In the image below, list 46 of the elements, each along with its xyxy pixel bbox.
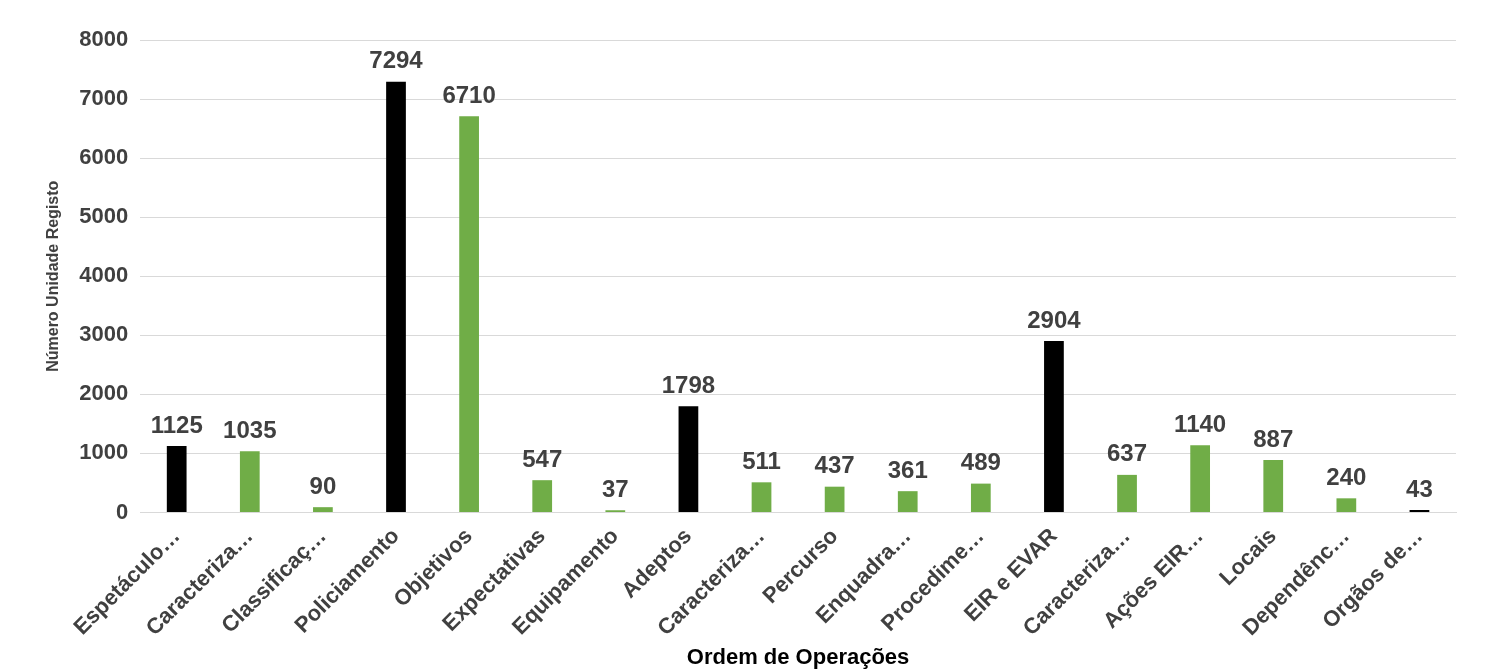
- bar: [386, 81, 406, 512]
- y-tick-label: 0: [115, 498, 129, 524]
- data-label: 1798: [661, 370, 716, 398]
- y-axis-title: Número Unidade Registo: [44, 180, 62, 372]
- bar: [897, 491, 918, 512]
- data-label: 240: [1326, 462, 1367, 490]
- data-label: 489: [960, 448, 1001, 476]
- bar: [1409, 509, 1430, 512]
- bar: [1117, 474, 1137, 512]
- bar: [678, 406, 699, 512]
- y-tick-label: 5000: [79, 203, 129, 229]
- data-label: 7294: [369, 46, 424, 74]
- y-tick-label: 7000: [79, 85, 129, 111]
- data-label: 511: [742, 446, 781, 474]
- data-label: 547: [522, 444, 563, 472]
- data-label: 637: [1107, 439, 1148, 467]
- bar: [1190, 445, 1211, 512]
- data-label: 1125: [150, 410, 203, 438]
- y-tick-label: 2000: [79, 380, 129, 406]
- y-tick-label: 4000: [79, 262, 129, 288]
- data-label: 37: [601, 474, 629, 502]
- bar: [239, 451, 260, 512]
- bar: [970, 483, 991, 512]
- bar: [1044, 340, 1064, 512]
- data-label: 43: [1406, 474, 1433, 502]
- bar: [459, 116, 479, 512]
- bar: [1336, 498, 1357, 512]
- bar: [166, 446, 187, 512]
- y-tick-label: 1000: [79, 439, 129, 465]
- bar: [824, 486, 845, 512]
- data-label: 2904: [1027, 305, 1082, 333]
- x-axis-title: Ordem de Operações: [686, 643, 910, 669]
- data-label: 1035: [223, 415, 277, 443]
- bar: [751, 482, 772, 512]
- data-label: 437: [814, 451, 855, 479]
- bar: [532, 480, 553, 512]
- bar: [1263, 460, 1284, 512]
- y-tick-label: 8000: [79, 26, 129, 52]
- bar: [313, 507, 333, 512]
- data-label: 887: [1253, 424, 1294, 452]
- y-tick-label: 6000: [79, 144, 129, 170]
- data-label: 6710: [442, 80, 496, 108]
- y-tick-label: 3000: [79, 321, 129, 347]
- data-label: 90: [309, 471, 337, 499]
- data-label: 1140: [1174, 409, 1227, 437]
- data-label: 361: [887, 455, 928, 483]
